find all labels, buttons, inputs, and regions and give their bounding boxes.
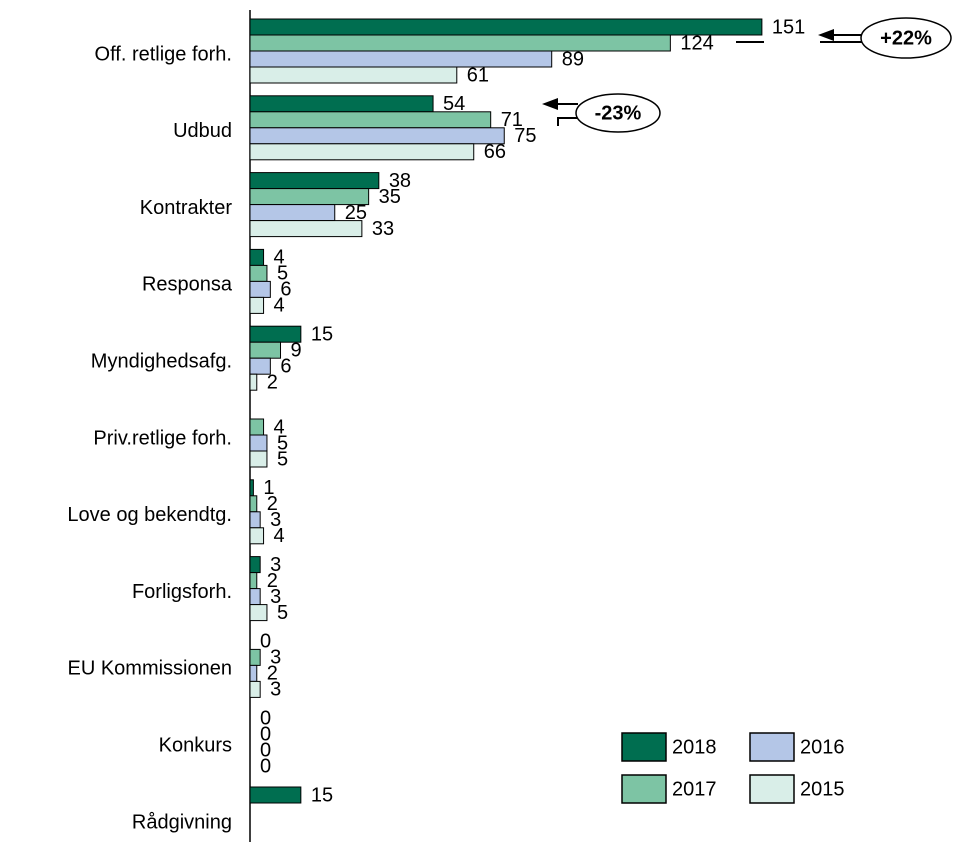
bar: [249, 204, 336, 222]
bar: [249, 527, 265, 545]
value-label: 71: [501, 109, 523, 131]
value-label: 0: [260, 707, 271, 729]
value-label: 1: [263, 477, 274, 499]
category-label: Rådgivning: [132, 811, 232, 833]
category-label: Kontrakter: [140, 197, 233, 219]
legend-swatch: [749, 774, 795, 804]
value-label: 3: [270, 679, 281, 701]
value-label: 5: [277, 448, 288, 470]
legend-label: 2015: [800, 778, 845, 800]
bar: [249, 556, 261, 574]
legend-swatch: [621, 774, 667, 804]
bar: [249, 357, 271, 375]
bar: [249, 572, 258, 590]
bar: [249, 418, 265, 436]
category-label: Myndighedsafg.: [91, 350, 232, 372]
value-label: 2: [267, 570, 278, 592]
bar: [249, 341, 282, 359]
value-label: 6: [280, 279, 291, 301]
category-label: Udbud: [173, 120, 232, 142]
bar: [249, 786, 302, 804]
bar: [249, 450, 268, 468]
bar: [249, 111, 492, 129]
value-label: 54: [443, 93, 465, 115]
value-label: 25: [345, 202, 367, 224]
bar: [249, 143, 475, 161]
bar: [249, 127, 505, 145]
value-label: 5: [277, 263, 288, 285]
value-label: 151: [772, 16, 805, 38]
bar: [249, 434, 268, 452]
bar: [249, 220, 363, 238]
legend-swatch: [621, 732, 667, 762]
category-label: Love og bekendtg.: [67, 504, 232, 526]
value-label: 4: [274, 525, 285, 547]
bar: [249, 373, 258, 391]
bar: [249, 479, 254, 497]
value-label: 61: [467, 64, 489, 86]
legend-label: 2016: [800, 736, 845, 758]
value-label: 3: [270, 554, 281, 576]
value-label: 4: [274, 247, 285, 269]
bar: [249, 172, 380, 190]
value-label: 89: [562, 48, 584, 70]
category-label: EU Kommissionen: [67, 658, 232, 680]
category-label: Konkurs: [159, 734, 232, 756]
bar: [249, 664, 258, 682]
annotation: +22%: [880, 27, 932, 49]
value-label: 33: [372, 218, 394, 240]
value-label: 3: [270, 647, 281, 669]
bar: [249, 588, 261, 606]
bar: [249, 95, 434, 113]
value-label: 38: [389, 170, 411, 192]
value-label: 6: [280, 355, 291, 377]
bar: [249, 280, 271, 298]
value-label: 0: [260, 739, 271, 761]
bar: [249, 264, 268, 282]
bar: [249, 50, 553, 68]
legend-label: 2018: [672, 736, 717, 758]
value-label: 66: [484, 141, 506, 163]
category-label: Responsa: [142, 274, 233, 296]
value-label: 35: [379, 186, 401, 208]
category-label: Priv.retlige forh.: [93, 427, 232, 449]
legend-label: 2017: [672, 778, 717, 800]
bar: [249, 248, 265, 266]
legend-swatch: [749, 732, 795, 762]
annotation-down: -23%: [542, 93, 661, 133]
bar: [249, 296, 265, 314]
bar: [249, 604, 268, 622]
annotation: -23%: [595, 102, 642, 124]
category-label: Off. retlige forh.: [95, 43, 232, 65]
bar: [249, 511, 261, 529]
bar: [249, 680, 261, 698]
value-label: 5: [277, 432, 288, 454]
category-label: Forligsforh.: [132, 581, 232, 603]
value-label: 0: [260, 631, 271, 653]
value-label: 15: [311, 784, 333, 806]
value-label: 15: [311, 323, 333, 345]
bar: [249, 34, 671, 52]
bar: [249, 66, 458, 84]
value-label: 3: [270, 509, 281, 531]
value-label: 9: [291, 339, 302, 361]
value-label: 75: [514, 125, 536, 147]
annotation-up: +22%: [736, 17, 952, 59]
value-label: 4: [274, 416, 285, 438]
value-label: 4: [274, 295, 285, 317]
value-label: 124: [680, 32, 713, 54]
bar: [249, 648, 261, 666]
value-label: 0: [260, 755, 271, 777]
value-label: 5: [277, 602, 288, 624]
value-label: 3: [270, 586, 281, 608]
bar: [249, 495, 258, 513]
value-label: 2: [267, 663, 278, 685]
value-label: 0: [260, 723, 271, 745]
value-label: 2: [267, 493, 278, 515]
value-label: 2: [267, 371, 278, 393]
